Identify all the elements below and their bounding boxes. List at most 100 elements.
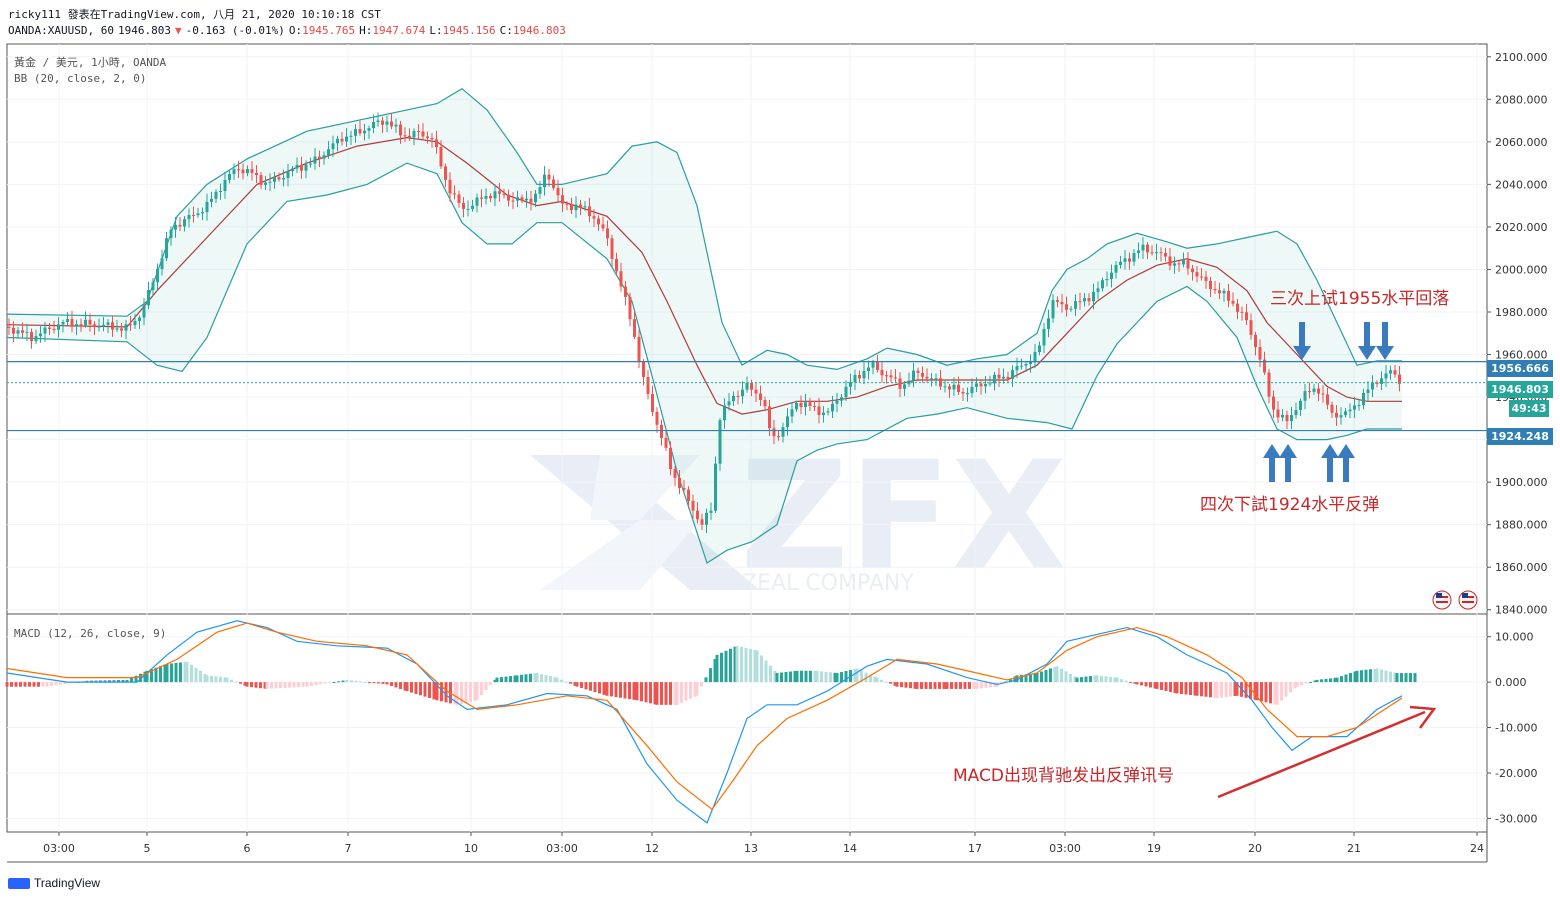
macd-histogram-bar [354,680,358,683]
macd-pane[interactable] [6,613,1488,833]
macd-histogram-bar [1413,673,1417,683]
candle-body [363,130,366,134]
candle-body [372,122,375,129]
candle-body [763,399,767,407]
bb-upper-line [6,87,1402,371]
macd-histogram-bar [1029,673,1032,683]
macd-histogram-bar [880,679,883,683]
macd-histogram-bar [644,682,648,703]
candle-body [336,138,339,144]
series-title[interactable]: 黃金 / 美元, 1小時, OANDA [14,56,167,69]
symbol-label[interactable]: OANDA:XAUUSD, 60 [8,24,114,37]
macd-histogram-bar [1364,669,1368,683]
bb-legend[interactable]: BB (20, close, 2, 0) [14,72,147,85]
macd-histogram-bar [1209,682,1212,698]
candle-body [912,370,915,381]
candle-body [480,197,483,199]
macd-histogram-bar [909,682,912,689]
macd-histogram-bar [653,682,657,705]
tradingview-brand: TradingView [34,876,101,890]
candle-body [1240,311,1244,313]
macd-histogram-bar [840,672,843,683]
candle-body [1029,361,1032,365]
candle-body [381,120,384,125]
candle-body [547,174,551,180]
watermark-logo: ZFX [740,430,1067,604]
candle-body [115,328,119,330]
macd-histogram-bar [163,664,167,683]
candle-body [192,215,195,217]
macd-histogram-bar [1289,682,1292,693]
macd-histogram-bar [524,674,528,683]
candle-body [79,324,83,326]
candle-body [453,193,456,195]
time-tick-label: 20 [1248,842,1262,855]
macd-histogram-bar [1169,682,1172,693]
candle-body [903,384,906,389]
macd-histogram-bar [610,682,613,697]
tradingview-logo[interactable]: TradingView [8,876,100,890]
candle-body [1042,328,1046,346]
macd-histogram-bar [628,682,631,700]
candle-body [1204,276,1208,281]
macd-histogram-bar [495,677,499,683]
macd-histogram-bar [1235,682,1239,696]
macd-histogram-bar [938,682,941,689]
candle-body [741,389,744,397]
macd-legend[interactable]: MACD (12, 26, close, 9) [14,627,167,640]
macd-histogram-bar [341,680,345,683]
macd-histogram-bar [509,676,512,683]
us-flag-icon[interactable] [1432,590,1452,610]
macd-histogram-bar [143,671,147,683]
candle-body [808,402,812,407]
candle-body [975,383,978,387]
us-flag-icon[interactable] [1458,590,1478,610]
candle-body [516,197,519,201]
candle-body [660,424,663,439]
macd-histogram-bar [130,677,133,683]
up-arrow-icon [1337,444,1355,482]
macd-histogram-bar [484,682,488,691]
candle-body [12,327,15,334]
macd-tick-label: -20.000 [1495,767,1537,780]
candle-body [1236,303,1239,312]
candle-body [1213,289,1217,291]
candle-body [358,129,362,134]
candle-body [88,319,92,325]
macd-histogram-bar [414,682,418,694]
up-arrow-icon [1279,444,1297,482]
candle-body [858,374,861,379]
candle-body [174,224,177,230]
macd-histogram-bar [14,682,18,687]
candle-body [579,204,582,208]
macd-histogram-bar [700,682,703,687]
candle-body [313,156,317,164]
macd-histogram-bar [1255,682,1259,701]
horizontal-levels[interactable] [7,361,1487,432]
candle-body [615,258,618,272]
macd-histogram-bar [1193,682,1197,696]
macd-histogram-bar [1224,682,1228,697]
macd-histogram-bar [1015,675,1019,683]
macd-histogram-bar [724,650,728,683]
candle-body [1312,388,1316,392]
candle-body [1020,365,1023,367]
macd-histogram-bar [460,682,463,704]
event-flags[interactable] [1432,590,1478,610]
macd-histogram-bar [103,680,107,683]
price-pane[interactable] [6,43,1488,615]
candle-body [1060,301,1064,305]
candle-body [498,191,501,194]
candle-body [1303,391,1307,401]
macd-histogram-bar [464,682,468,703]
low-value: 1945.156 [442,24,496,37]
candle-body [1083,298,1086,302]
macd-histogram-bar [1089,676,1092,683]
candle-body [826,411,830,413]
candle-body [1218,290,1221,294]
candle-body [241,169,245,174]
candle-body [718,420,722,464]
candle-body [772,428,776,437]
candle-body [961,391,965,394]
